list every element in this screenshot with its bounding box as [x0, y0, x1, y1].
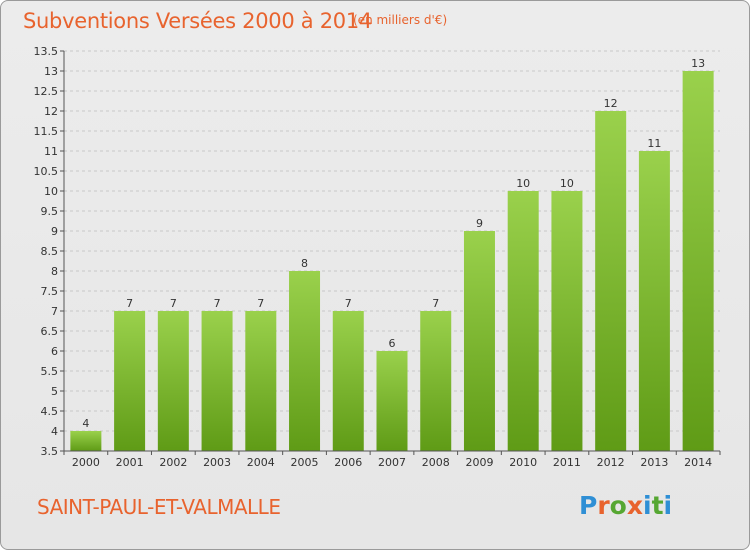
y-tick-label: 13.5: [34, 45, 59, 58]
x-tick-label-2011: 2011: [553, 456, 581, 469]
data-label-2000: 4: [82, 417, 89, 430]
chart-title: Subventions Versées 2000 à 2014: [23, 9, 372, 33]
x-tick-label-2001: 2001: [116, 456, 144, 469]
logo-letter: i: [663, 491, 673, 520]
data-label-2007: 6: [389, 337, 396, 350]
y-tick-label: 4: [51, 425, 58, 438]
bar-2005: [289, 271, 321, 451]
bar-2004: [245, 311, 277, 451]
data-label-2004: 7: [257, 297, 264, 310]
data-label-2003: 7: [214, 297, 221, 310]
bar-2012: [595, 111, 627, 451]
logo-letter: P: [579, 491, 598, 520]
bar-2010: [507, 191, 539, 451]
x-tick-label-2007: 2007: [378, 456, 406, 469]
logo-letter: o: [609, 491, 627, 520]
bar-2014: [682, 71, 714, 451]
data-label-2005: 8: [301, 257, 308, 270]
y-tick-label: 7.5: [41, 285, 59, 298]
logo-letter: t: [651, 491, 664, 520]
y-tick-label: 5.5: [41, 365, 59, 378]
chart-subtitle: (en milliers d'€): [353, 13, 448, 27]
y-tick-label: 5: [51, 385, 58, 398]
y-tick-label: 11: [44, 145, 58, 158]
x-tick-label-2005: 2005: [291, 456, 319, 469]
x-tick-label-2012: 2012: [597, 456, 625, 469]
x-tick-label-2000: 2000: [72, 456, 100, 469]
data-label-2011: 10: [560, 177, 574, 190]
data-label-2014: 13: [691, 57, 705, 70]
data-label-2002: 7: [170, 297, 177, 310]
logo-letter: r: [597, 491, 610, 520]
data-label-2001: 7: [126, 297, 133, 310]
y-tick-label: 6: [51, 345, 58, 358]
y-tick-label: 8: [51, 265, 58, 278]
bar-2009: [463, 231, 495, 451]
logo-letter: i: [643, 491, 652, 520]
y-tick-label: 10.5: [34, 165, 59, 178]
bar-2003: [201, 311, 233, 451]
y-tick-label: 6.5: [41, 325, 59, 338]
y-tick-label: 9.5: [41, 205, 59, 218]
y-tick-label: 9: [51, 225, 58, 238]
y-tick-label: 8.5: [41, 245, 59, 258]
bar-2011: [551, 191, 583, 451]
x-tick-label-2006: 2006: [334, 456, 362, 469]
bar-2002: [157, 311, 189, 451]
logo-letter: x: [626, 491, 643, 520]
bar-2007: [376, 351, 408, 451]
y-tick-label: 12: [44, 105, 58, 118]
bar-2013: [638, 151, 670, 451]
y-tick-label: 4.5: [41, 405, 59, 418]
x-tick-label-2003: 2003: [203, 456, 231, 469]
x-tick-label-2010: 2010: [509, 456, 537, 469]
x-tick-label-2004: 2004: [247, 456, 275, 469]
x-tick-label-2002: 2002: [159, 456, 187, 469]
y-tick-label: 11.5: [34, 125, 59, 138]
bar-2001: [114, 311, 146, 451]
data-label-2012: 12: [604, 97, 618, 110]
y-tick-label: 3.5: [41, 445, 59, 458]
data-label-2008: 7: [432, 297, 439, 310]
bar-2006: [332, 311, 364, 451]
data-label-2013: 11: [647, 137, 661, 150]
bar-2008: [420, 311, 452, 451]
y-tick-label: 10: [44, 185, 58, 198]
data-label-2010: 10: [516, 177, 530, 190]
y-tick-label: 7: [51, 305, 58, 318]
x-tick-label-2014: 2014: [684, 456, 712, 469]
data-label-2009: 9: [476, 217, 483, 230]
x-tick-label-2009: 2009: [465, 456, 493, 469]
y-tick-label: 12.5: [34, 85, 59, 98]
y-tick-label: 13: [44, 65, 58, 78]
data-label-2006: 7: [345, 297, 352, 310]
x-tick-label-2008: 2008: [422, 456, 450, 469]
x-tick-label-2013: 2013: [640, 456, 668, 469]
bar-2000: [70, 431, 102, 451]
proxiti-logo: Proxiti: [579, 491, 672, 520]
commune-name: SAINT-PAUL-ET-VALMALLE: [37, 495, 281, 519]
